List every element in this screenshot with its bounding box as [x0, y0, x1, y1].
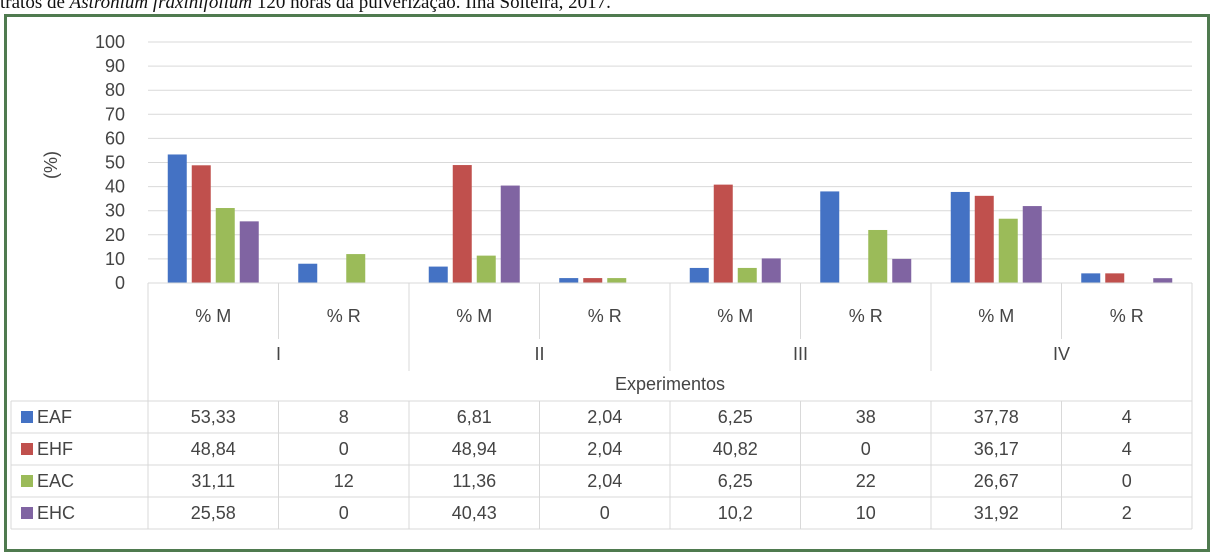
bar-eac	[476, 255, 496, 283]
bar-eac	[868, 229, 888, 283]
bar-eac	[737, 267, 757, 283]
bar-eac	[998, 218, 1018, 283]
y-tick-label: 80	[105, 80, 125, 100]
table-cell: 40,43	[452, 503, 497, 523]
x-category-label: % M	[456, 306, 492, 326]
bar-eaf	[689, 267, 709, 283]
y-tick-label: 20	[105, 225, 125, 245]
bar-eaf	[820, 191, 840, 283]
bar-eac	[215, 208, 235, 283]
x-group-label: IV	[1053, 344, 1070, 364]
table-cell: 36,17	[974, 439, 1019, 459]
y-axis-label: (%)	[41, 151, 61, 179]
caption-species: Astronium fraxinifolium	[69, 0, 253, 13]
table-cell: 40,82	[713, 439, 758, 459]
legend-swatch-eac	[21, 475, 33, 487]
x-category-label: % M	[978, 306, 1014, 326]
table-cell: 48,94	[452, 439, 497, 459]
bar-eaf	[1081, 273, 1101, 283]
table-cell: 38	[856, 407, 876, 427]
bar-ehf	[974, 195, 994, 283]
table-cell: 0	[861, 439, 871, 459]
table-cell: 48,84	[191, 439, 236, 459]
table-cell: 25,58	[191, 503, 236, 523]
figure-caption: tratos de Astronium fraxinifolium 120 ho…	[0, 0, 1211, 18]
table-cell: 53,33	[191, 407, 236, 427]
table-cell: 0	[1122, 471, 1132, 491]
table-cell: 2	[1122, 503, 1132, 523]
x-category-label: % R	[327, 306, 361, 326]
table-cell: 0	[339, 439, 349, 459]
y-tick-label: 50	[105, 153, 125, 173]
table-cell: 6,81	[457, 407, 492, 427]
x-category-label: % R	[1110, 306, 1144, 326]
x-axis-label: Experimentos	[615, 374, 725, 394]
legend-label-eac: EAC	[37, 471, 74, 491]
legend-label-eaf: EAF	[37, 407, 72, 427]
bar-eaf	[428, 266, 448, 283]
bar-eac	[607, 278, 627, 283]
x-group-label: I	[276, 344, 281, 364]
legend-swatch-ehc	[21, 507, 33, 519]
legend-label-ehf: EHF	[37, 439, 73, 459]
table-cell: 10,2	[718, 503, 753, 523]
bar-ehc	[500, 185, 520, 283]
x-group-label: II	[534, 344, 544, 364]
table-cell: 2,04	[587, 471, 622, 491]
bar-eaf	[167, 154, 187, 283]
table-cell: 31,92	[974, 503, 1019, 523]
table-cell: 10	[856, 503, 876, 523]
table-cell: 0	[339, 503, 349, 523]
bar-ehf	[583, 278, 603, 283]
table-cell: 0	[600, 503, 610, 523]
table-cell: 2,04	[587, 439, 622, 459]
table-cell: 11,36	[452, 471, 496, 491]
legend-label-ehc: EHC	[37, 503, 75, 523]
table-cell: 37,78	[974, 407, 1019, 427]
table-cell: 2,04	[587, 407, 622, 427]
y-tick-label: 30	[105, 201, 125, 221]
legend-swatch-ehf	[21, 443, 33, 455]
bar-ehc	[892, 258, 912, 283]
bar-eaf	[950, 191, 970, 283]
bar-eaf	[559, 278, 579, 283]
bar-ehc	[1022, 206, 1042, 283]
chart-frame: 0 10 20 30 40 50 60 70 80 90 100 (%)% M% R% M% R% M…	[4, 14, 1210, 552]
x-category-label: % M	[717, 306, 753, 326]
legend-swatch-eaf	[21, 411, 33, 423]
table-cell: 4	[1122, 407, 1132, 427]
table-cell: 22	[856, 471, 876, 491]
bar-eaf	[298, 263, 318, 283]
table-cell: 31,11	[191, 471, 235, 491]
y-tick-label: 0	[115, 273, 125, 293]
x-category-label: % R	[588, 306, 622, 326]
caption-suffix: 120 horas da pulverização. Ilha Solteira…	[252, 0, 611, 13]
x-group-label: III	[793, 344, 808, 364]
y-tick-label: 60	[105, 128, 125, 148]
bar-eac	[346, 254, 366, 283]
table-cell: 12	[334, 471, 354, 491]
bar-ehf	[1105, 273, 1125, 283]
y-tick-label: 10	[105, 249, 125, 269]
y-tick-label: 90	[105, 56, 125, 76]
bar-ehc	[239, 221, 259, 283]
bar-ehf	[452, 165, 472, 283]
bar-ehf	[191, 165, 211, 283]
bar-ehf	[713, 184, 733, 283]
x-category-label: % M	[195, 306, 231, 326]
table-cell: 6,25	[718, 471, 753, 491]
bar-ehc	[1153, 278, 1173, 283]
y-tick-label: 40	[105, 177, 125, 197]
y-tick-label: 100	[95, 32, 125, 52]
bar-ehc	[761, 258, 781, 283]
y-tick-label: 70	[105, 104, 125, 124]
table-cell: 6,25	[718, 407, 753, 427]
table-cell: 8	[339, 407, 349, 427]
table-cell: 26,67	[974, 471, 1019, 491]
table-cell: 4	[1122, 439, 1132, 459]
caption-prefix: tratos de	[0, 0, 70, 13]
x-category-label: % R	[849, 306, 883, 326]
